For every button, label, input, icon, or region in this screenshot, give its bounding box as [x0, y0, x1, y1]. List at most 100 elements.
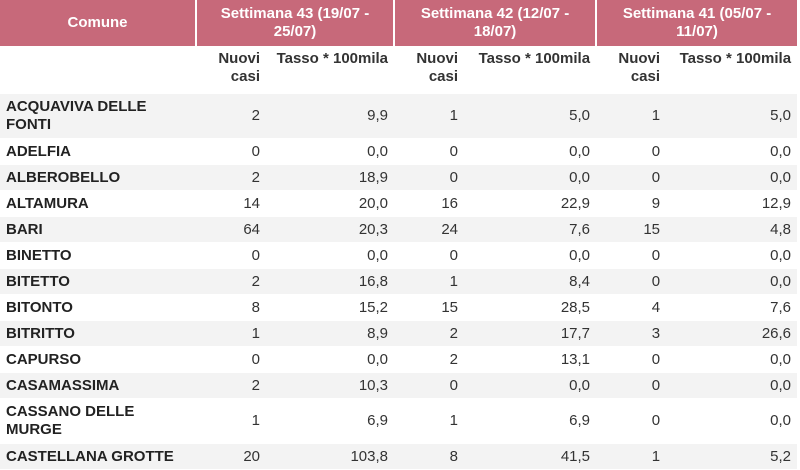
cell-w42-tasso: 5,0: [464, 94, 597, 139]
cell-comune: BINETTO: [0, 242, 196, 269]
cell-w42-nuovi-casi: 0: [394, 138, 465, 165]
cell-w41-nuovi-casi: 4: [596, 294, 667, 321]
table-header-row: Comune Settimana 43 (19/07 - 25/07) Sett…: [0, 0, 798, 46]
cell-w43-tasso: 0,0: [266, 346, 395, 373]
cell-comune: CASSANO DELLE MURGE: [0, 398, 196, 444]
subheader-tasso: Tasso * 100mila: [666, 46, 798, 94]
cell-w43-tasso: 18,9: [266, 164, 395, 191]
cell-w42-tasso: 28,5: [464, 294, 597, 321]
cell-comune: CAPURSO: [0, 346, 196, 373]
cell-w41-nuovi-casi: 0: [596, 268, 667, 295]
cell-w42-tasso: 17,7: [464, 320, 597, 347]
table-row: ALTAMURA 14 20,0 16 22,9 9 12,9: [0, 190, 798, 217]
column-header-week-43: Settimana 43 (19/07 - 25/07): [196, 0, 396, 46]
cell-comune: ALBEROBELLO: [0, 164, 196, 191]
cell-w42-tasso: 0,0: [464, 138, 597, 165]
subheader-nuovi-casi: Nuovi casi: [196, 46, 266, 94]
cell-w43-nuovi-casi: 0: [196, 346, 266, 373]
cell-w42-tasso: 22,9: [464, 190, 597, 217]
cell-w42-nuovi-casi: 24: [394, 216, 465, 243]
cell-w42-tasso: 0,0: [464, 164, 597, 191]
cell-w41-nuovi-casi: 0: [596, 138, 667, 165]
table-row: CAPURSO 0 0,0 2 13,1 0 0,0: [0, 346, 798, 373]
cell-w42-tasso: 8,4: [464, 268, 597, 295]
cell-comune: CASTELLANA GROTTE: [0, 443, 196, 470]
cell-w43-nuovi-casi: 1: [196, 398, 266, 444]
cell-w43-tasso: 6,9: [266, 398, 395, 444]
cell-w41-nuovi-casi: 9: [596, 190, 667, 217]
cell-comune: CASAMASSIMA: [0, 372, 196, 399]
cell-w41-tasso: 0,0: [666, 242, 798, 269]
cell-w42-nuovi-casi: 15: [394, 294, 465, 321]
cell-w43-nuovi-casi: 0: [196, 242, 266, 269]
column-header-week-41: Settimana 41 (05/07 - 11/07): [596, 0, 798, 46]
cell-w42-tasso: 6,9: [464, 398, 597, 444]
table-row: CASAMASSIMA 2 10,3 0 0,0 0 0,0: [0, 372, 798, 399]
subheader-nuovi-casi: Nuovi casi: [596, 46, 667, 94]
cell-w42-tasso: 41,5: [464, 443, 597, 470]
cell-w43-nuovi-casi: 20: [196, 443, 266, 470]
cell-w41-nuovi-casi: 1: [596, 443, 667, 470]
cell-comune: BARI: [0, 216, 196, 243]
cell-w42-nuovi-casi: 1: [394, 268, 465, 295]
table-row: BITRITTO 1 8,9 2 17,7 3 26,6: [0, 320, 798, 347]
cell-w43-nuovi-casi: 0: [196, 138, 266, 165]
cell-w43-nuovi-casi: 2: [196, 372, 266, 399]
cell-comune: BITETTO: [0, 268, 196, 295]
cell-w41-tasso: 0,0: [666, 372, 798, 399]
cell-w41-nuovi-casi: 0: [596, 398, 667, 444]
cell-w41-nuovi-casi: 1: [596, 94, 667, 139]
cell-w43-nuovi-casi: 2: [196, 94, 266, 139]
cell-w43-tasso: 8,9: [266, 320, 395, 347]
cell-w41-tasso: 0,0: [666, 398, 798, 444]
cell-comune: BITONTO: [0, 294, 196, 321]
cell-w41-nuovi-casi: 0: [596, 346, 667, 373]
subheader-nuovi-casi: Nuovi casi: [394, 46, 465, 94]
cell-comune: ACQUAVIVA DELLE FONTI: [0, 94, 196, 139]
table-row: ADELFIA 0 0,0 0 0,0 0 0,0: [0, 138, 798, 165]
table-row: BARI 64 20,3 24 7,6 15 4,8: [0, 216, 798, 243]
cell-w42-nuovi-casi: 8: [394, 443, 465, 470]
subheader-empty: [0, 46, 196, 94]
table-row: ALBEROBELLO 2 18,9 0 0,0 0 0,0: [0, 164, 798, 191]
cell-w41-tasso: 7,6: [666, 294, 798, 321]
cell-w43-nuovi-casi: 1: [196, 320, 266, 347]
cell-w43-nuovi-casi: 14: [196, 190, 266, 217]
table-subheader-row: Nuovi casi Tasso * 100mila Nuovi casi Ta…: [0, 46, 798, 94]
cell-w42-nuovi-casi: 1: [394, 398, 465, 444]
cell-w43-tasso: 16,8: [266, 268, 395, 295]
table-row: BINETTO 0 0,0 0 0,0 0 0,0: [0, 242, 798, 269]
table-row: BITONTO 8 15,2 15 28,5 4 7,6: [0, 294, 798, 321]
table-row: ACQUAVIVA DELLE FONTI 2 9,9 1 5,0 1 5,0: [0, 94, 798, 139]
column-header-week-42: Settimana 42 (12/07 - 18/07): [394, 0, 598, 46]
cell-comune: BITRITTO: [0, 320, 196, 347]
cell-w41-tasso: 0,0: [666, 138, 798, 165]
cell-w43-tasso: 9,9: [266, 94, 395, 139]
subheader-tasso: Tasso * 100mila: [266, 46, 395, 94]
subheader-tasso: Tasso * 100mila: [464, 46, 597, 94]
cell-w42-tasso: 13,1: [464, 346, 597, 373]
cell-w41-tasso: 4,8: [666, 216, 798, 243]
cell-w43-tasso: 10,3: [266, 372, 395, 399]
cell-w41-tasso: 12,9: [666, 190, 798, 217]
cell-w41-tasso: 26,6: [666, 320, 798, 347]
table-row: BITETTO 2 16,8 1 8,4 0 0,0: [0, 268, 798, 295]
cell-comune: ADELFIA: [0, 138, 196, 165]
table-row: CASTELLANA GROTTE 20 103,8 8 41,5 1 5,2: [0, 443, 798, 470]
cell-w42-tasso: 0,0: [464, 372, 597, 399]
cell-w43-nuovi-casi: 8: [196, 294, 266, 321]
cell-comune: ALTAMURA: [0, 190, 196, 217]
cell-w43-nuovi-casi: 2: [196, 164, 266, 191]
column-header-comune: Comune: [0, 0, 197, 46]
cell-w43-tasso: 103,8: [266, 443, 395, 470]
cell-w43-tasso: 20,3: [266, 216, 395, 243]
cell-w43-tasso: 15,2: [266, 294, 395, 321]
table-body: ACQUAVIVA DELLE FONTI 2 9,9 1 5,0 1 5,0 ADELFIA…: [0, 94, 798, 470]
cell-w43-nuovi-casi: 2: [196, 268, 266, 295]
cell-w42-nuovi-casi: 2: [394, 320, 465, 347]
cell-w42-nuovi-casi: 2: [394, 346, 465, 373]
cell-w41-nuovi-casi: 3: [596, 320, 667, 347]
cell-w41-tasso: 0,0: [666, 346, 798, 373]
cell-w43-nuovi-casi: 64: [196, 216, 266, 243]
